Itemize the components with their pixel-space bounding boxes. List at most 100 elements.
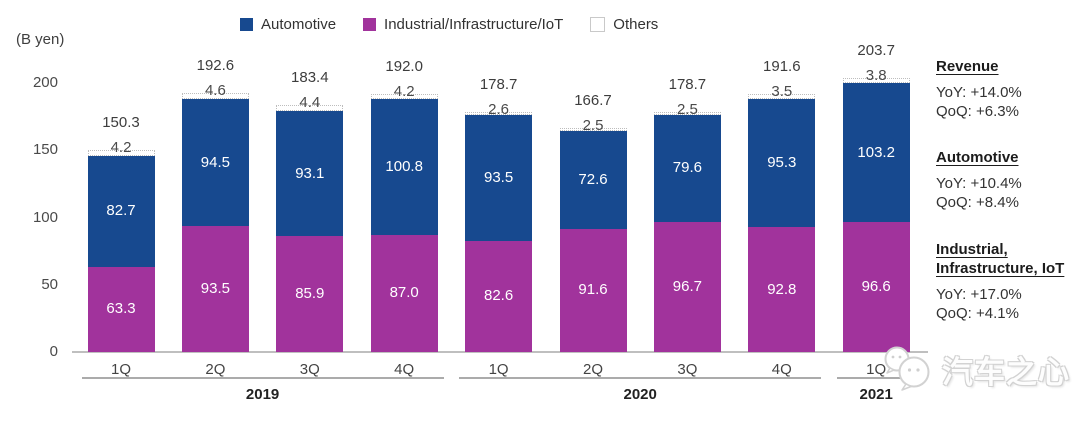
others-swatch-icon (590, 17, 606, 32)
industrial-swatch-icon (363, 18, 377, 31)
bar-segment-automotive (87, 155, 155, 267)
annotation-qoq: QoQ: +6.3% (936, 102, 1019, 120)
others-value-label: 2.6 (488, 100, 510, 118)
annotation-heading: Industrial, Infrastructure, IoT (936, 241, 1065, 277)
legend-item-others: Others (590, 16, 658, 33)
automotive-value-label: 103.2 (857, 143, 895, 161)
legend-label: Others (613, 16, 659, 33)
legend-label: Industrial/Infrastructure/IoT (384, 16, 564, 33)
x-tick-label: 1Q (866, 361, 887, 378)
bar-segment-automotive (181, 99, 249, 227)
bar-segment-automotive (559, 131, 627, 229)
y-tick-label: 100 (32, 208, 58, 226)
others-value-label: 4.2 (110, 138, 132, 156)
legend-item-industrial: Industrial/Infrastructure/IoT (363, 16, 563, 33)
industrial-value-label: 63.3 (106, 300, 136, 318)
automotive-value-label: 93.5 (483, 169, 514, 187)
annotation-revenue: Revenue YoY: +14.0% QoQ: +6.3% (936, 57, 1080, 121)
bar-segment-automotive (465, 115, 533, 241)
y-tick-label: 150 (32, 141, 58, 159)
bar-segment-others (465, 111, 533, 116)
y-tick-label: 0 (49, 343, 58, 360)
bar-segment-others (559, 127, 627, 132)
bar-segment-industrial (748, 227, 816, 352)
year-label: 2021 (859, 386, 893, 403)
automotive-value-label: 72.6 (578, 170, 608, 188)
bar-total-label: 192.0 (385, 57, 423, 75)
bar-segment-others (653, 111, 721, 115)
annotation-yoy: YoY: +17.0% (936, 286, 1022, 303)
bar-segment-industrial (653, 221, 721, 352)
bar-total-label: 203.7 (857, 42, 895, 60)
y-tick-label: 50 (41, 275, 58, 293)
bar-segment-others (842, 78, 910, 84)
year-label: 2019 (245, 386, 280, 403)
bar-segment-automotive (842, 83, 910, 223)
year-group-underline (459, 377, 822, 379)
bar-segment-industrial (465, 240, 533, 352)
industrial-value-label: 96.6 (861, 278, 891, 296)
others-value-label: 4.6 (204, 81, 226, 99)
automotive-value-label: 79.6 (672, 159, 702, 177)
annotation-heading: Automotive (936, 149, 1019, 166)
industrial-value-label: 92.8 (767, 280, 797, 298)
year-group-underline (836, 377, 916, 379)
bar-total-label: 178.7 (668, 75, 707, 93)
bar-segment-others (181, 92, 249, 100)
chart-legend: Automotive Industrial/Infrastructure/IoT… (240, 16, 658, 33)
x-tick-label: 2Q (205, 361, 226, 378)
industrial-value-label: 82.6 (483, 287, 514, 305)
bar-segment-industrial (370, 234, 438, 352)
year-group-underline (81, 377, 444, 379)
industrial-value-label: 85.9 (295, 285, 325, 303)
industrial-value-label: 93.5 (200, 280, 230, 298)
automotive-value-label: 95.3 (767, 154, 797, 172)
annotation-automotive: Automotive YoY: +10.4% QoQ: +8.4% (936, 148, 1080, 212)
industrial-value-label: 91.6 (578, 281, 608, 299)
y-tick-label: 200 (32, 74, 58, 91)
bar-segment-automotive (370, 99, 438, 235)
x-tick-label: 2Q (582, 361, 603, 378)
bar-segment-automotive (653, 114, 721, 222)
industrial-value-label: 96.7 (672, 277, 702, 295)
annotation-industrial: Industrial, Infrastructure, IoT YoY: +17… (936, 240, 1080, 323)
bar-total-label: 166.7 (574, 91, 612, 109)
x-tick-label: 1Q (110, 361, 131, 378)
x-tick-label: 3Q (299, 361, 320, 378)
others-value-label: 3.5 (771, 83, 793, 101)
bar-segment-automotive (276, 111, 344, 237)
others-value-label: 4.2 (393, 82, 415, 100)
x-tick-label: 4Q (394, 361, 415, 378)
bar-segment-industrial (842, 222, 910, 352)
bar-segment-others (370, 93, 438, 100)
others-value-label: 3.8 (865, 67, 887, 85)
automotive-value-label: 93.1 (295, 164, 325, 182)
bar-segment-industrial (87, 266, 155, 352)
annotation-yoy: YoY: +10.4% (936, 175, 1022, 192)
annotation-qoq: QoQ: +4.1% (936, 304, 1019, 322)
others-value-label: 2.5 (582, 116, 604, 134)
x-tick-label: 4Q (771, 361, 792, 378)
x-axis-baseline (72, 351, 928, 353)
annotation-qoq: QoQ: +8.4% (936, 193, 1019, 211)
annotation-yoy: YoY: +14.0% (936, 84, 1022, 101)
x-tick-label: 1Q (488, 361, 509, 378)
year-label: 2020 (623, 386, 657, 403)
bar-total-label: 150.3 (102, 113, 140, 131)
legend-item-automotive: Automotive (240, 16, 336, 33)
others-value-label: 2.5 (676, 100, 698, 118)
others-value-label: 4.4 (299, 94, 321, 112)
y-axis-unit-label: (B yen) (16, 31, 65, 48)
x-tick-label: 3Q (677, 361, 698, 378)
bar-segment-others (276, 105, 344, 112)
bar-total-label: 191.6 (763, 58, 801, 76)
bar-segment-industrial (559, 228, 627, 352)
bar-segment-automotive (748, 99, 816, 228)
automotive-value-label: 94.5 (200, 153, 230, 171)
bar-segment-industrial (181, 226, 249, 352)
bar-segment-others (87, 149, 155, 156)
bar-segment-others (748, 94, 816, 99)
annotation-heading: Revenue (936, 58, 999, 75)
bar-total-label: 178.7 (479, 75, 518, 93)
